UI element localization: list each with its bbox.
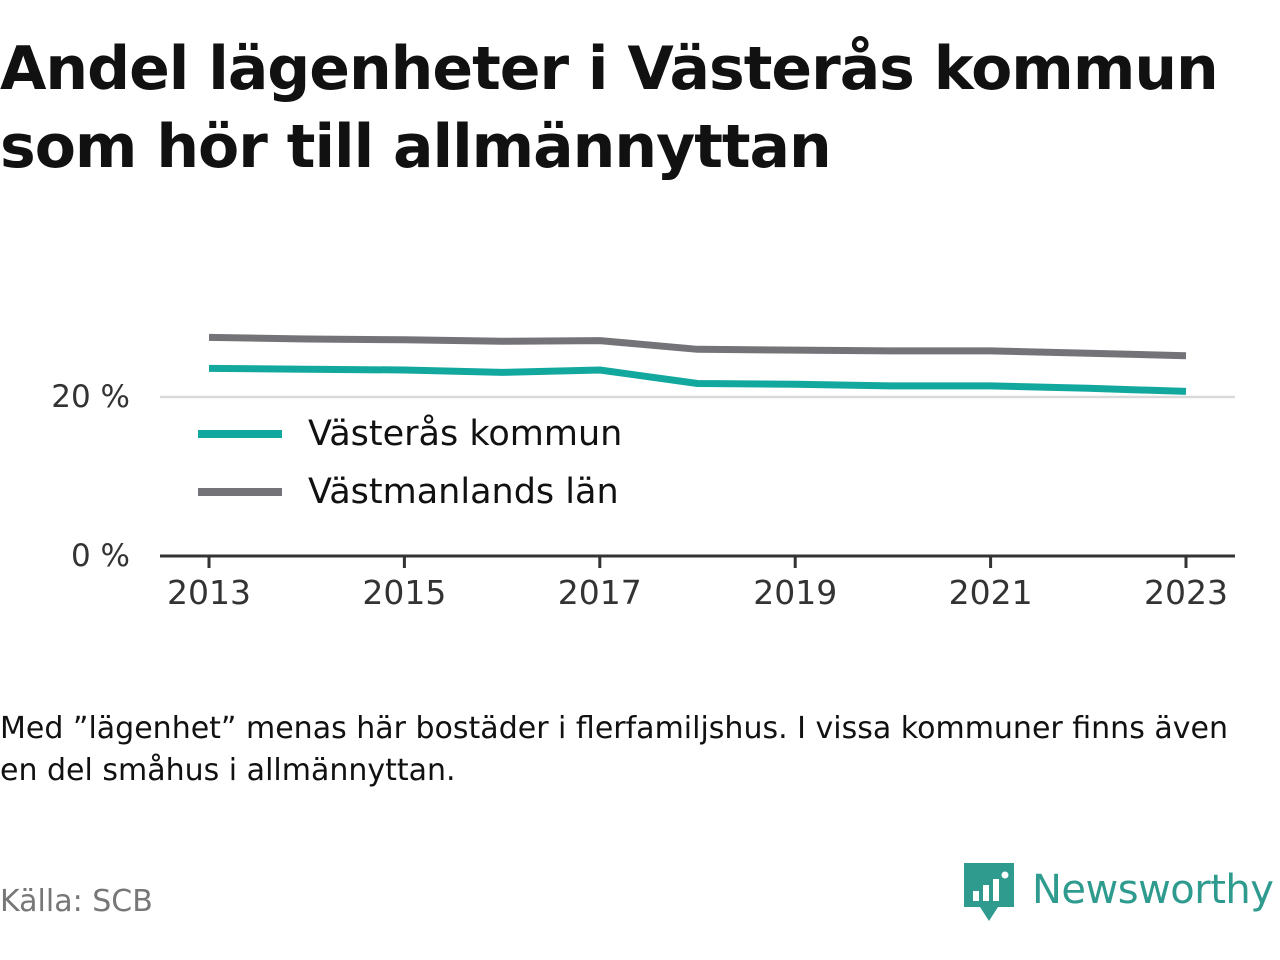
legend-label: Västmanlands län: [308, 472, 619, 512]
x-axis-tick-labels: 2013 2015 2017 2019 2021 2023: [167, 556, 1228, 612]
x-tick-label: 2015: [362, 573, 446, 612]
legend-label: Västerås kommun: [308, 413, 622, 454]
line-chart: 0 % 20 % 2013 2015 2017 2019 2021 2023 Västerå…: [51, 333, 1235, 612]
legend: Västerås kommun Västmanlands län: [198, 413, 622, 512]
x-tick-label: 2017: [558, 573, 642, 612]
chart-title: Andel lägenheter i Västerås kommun som h…: [0, 34, 1219, 182]
x-tick-label: 2021: [949, 573, 1033, 612]
source-credit: Källa: SCB: [0, 884, 153, 919]
y-tick-label: 20 %: [51, 379, 130, 415]
series-line-vastmanlands-lan: [208, 333, 1187, 360]
y-axis-tick-labels: 0 % 20 %: [51, 379, 130, 574]
series-lines: [208, 333, 1187, 395]
y-tick-label: 0 %: [71, 538, 130, 574]
brand-name: Newsworthy: [1032, 867, 1274, 913]
chart-footnote: Med ”lägenhet” menas här bostäder i fler…: [0, 711, 1228, 788]
x-tick-label: 2019: [753, 573, 837, 612]
x-tick-label: 2013: [167, 573, 251, 612]
newsworthy-chart-bubble-icon: [964, 863, 1014, 921]
series-line-vasteras-kommun: [208, 364, 1187, 395]
newsworthy-brand[interactable]: Newsworthy: [964, 862, 1274, 926]
x-tick-label: 2023: [1144, 573, 1228, 612]
